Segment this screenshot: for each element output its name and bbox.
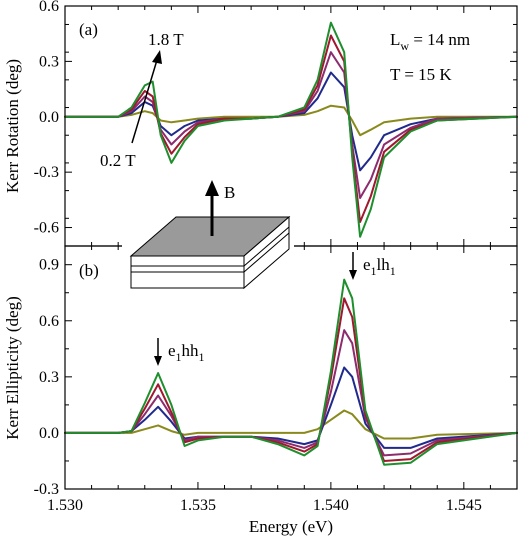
y-tick-label: 0.3 (39, 369, 59, 386)
y-tick-label: 0.0 (39, 109, 59, 126)
panel-b-x-tick-labels: 1.530 1.535 1.540 1.545 (47, 497, 482, 514)
series-line-1 (64, 409, 518, 440)
slab-layer-line-3 (243, 226, 290, 267)
panel-b-xlabel: Energy (eV) (249, 517, 333, 536)
hh-peak-label: e1hh1 (168, 341, 205, 364)
x-tick-label: 1.530 (47, 497, 83, 514)
y-tick-label: 0.9 (39, 257, 59, 274)
b-field-arrowhead (205, 180, 219, 196)
x-tick-label: 1.535 (180, 497, 216, 514)
series-line-2 (64, 366, 518, 449)
y-tick-label: 0.6 (39, 313, 59, 330)
series-line-5 (64, 278, 518, 466)
panel-b-label: (b) (79, 261, 99, 280)
temperature-label: T = 15 K (390, 65, 452, 84)
b-field-label: B (224, 183, 235, 202)
panel-a-label: (a) (79, 20, 98, 39)
y-tick-label: -0.6 (34, 220, 59, 237)
inset-sample-diagram: B (122, 176, 294, 290)
panel-b-y-tick-labels: -0.3 0.0 0.3 0.6 0.9 (34, 257, 59, 498)
lh-peak-label: e1lh1 (363, 255, 396, 278)
x-tick-label: 1.545 (446, 497, 482, 514)
panel-a-ylabel: Kerr Rotation (deg) (3, 59, 22, 193)
series-line-4 (64, 297, 518, 462)
y-tick-label: -0.3 (34, 164, 59, 181)
y-tick-label: 0.0 (39, 425, 59, 442)
slab-layer-line-4 (243, 232, 290, 273)
series-line-3 (64, 329, 518, 457)
field-increase-arrowhead (152, 50, 162, 64)
well-width-label: Lw = 14 nm (390, 30, 470, 53)
field-high-label: 1.8 T (148, 30, 184, 49)
y-tick-label: 0.3 (39, 53, 59, 70)
field-low-label: 0.2 T (100, 151, 136, 170)
lh-peak-arrowhead (349, 270, 357, 280)
hh-peak-arrowhead (154, 356, 162, 366)
x-tick-label: 1.540 (313, 497, 349, 514)
panel-a-y-tick-labels: -0.6 -0.3 0.0 0.3 0.6 (34, 0, 59, 237)
field-increase-arrow (131, 59, 158, 144)
y-tick-label: -0.3 (34, 481, 59, 498)
y-tick-label: 0.6 (39, 0, 59, 15)
panel-b-ylabel: Kerr Ellipticity (deg) (3, 296, 22, 440)
panel-b-series-group (64, 278, 518, 466)
panel-b-kerr-ellipticity: -0.3 0.0 0.3 0.6 0.9 1.530 1.535 1.540 1.545 Ke… (3, 245, 518, 536)
